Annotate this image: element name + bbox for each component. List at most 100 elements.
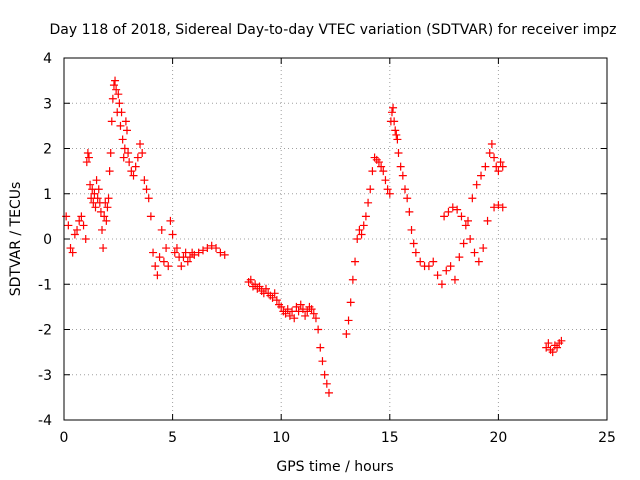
data-point (490, 153, 499, 162)
data-point (146, 212, 155, 221)
data-point (401, 185, 410, 194)
data-point (155, 253, 164, 262)
data-point (127, 167, 136, 176)
data-point (185, 253, 194, 262)
data-point (144, 194, 153, 203)
data-point (261, 284, 270, 293)
data-point (207, 241, 216, 250)
data-point (498, 162, 507, 171)
data-point (442, 266, 451, 275)
data-point (272, 296, 281, 305)
data-point (120, 144, 129, 153)
data-point (268, 293, 277, 302)
data-point (66, 244, 75, 253)
data-point (314, 325, 323, 334)
data-point (377, 162, 386, 171)
data-point (396, 162, 405, 171)
data-point (75, 216, 84, 225)
data-point (379, 167, 388, 176)
y-tick-label: 0 (43, 232, 52, 248)
data-point (368, 167, 377, 176)
data-point (448, 203, 457, 212)
data-point (361, 212, 370, 221)
data-point (131, 162, 140, 171)
data-point (183, 257, 192, 266)
data-point (481, 162, 490, 171)
data-point (142, 185, 151, 194)
data-point (463, 216, 472, 225)
data-point (285, 311, 294, 320)
data-point (86, 180, 95, 189)
data-point (459, 239, 468, 248)
data-point (440, 212, 449, 221)
data-point (115, 99, 124, 108)
data-point (494, 167, 503, 176)
data-point (138, 149, 147, 158)
data-point (157, 225, 166, 234)
grid-lines (64, 58, 607, 420)
data-point (177, 262, 186, 271)
data-point (153, 271, 162, 280)
data-point (487, 139, 496, 148)
data-point (94, 185, 103, 194)
data-point (366, 185, 375, 194)
data-point (342, 330, 351, 339)
data-point (100, 212, 109, 221)
data-point (122, 126, 131, 135)
data-point (496, 158, 505, 167)
data-point (107, 117, 116, 126)
data-point (96, 207, 105, 216)
data-point (457, 212, 466, 221)
data-point (357, 230, 366, 239)
data-point (112, 85, 121, 94)
data-point (281, 309, 290, 318)
data-point (477, 171, 486, 180)
data-point (553, 343, 562, 352)
data-point (416, 257, 425, 266)
data-point (303, 307, 312, 316)
data-point (82, 158, 91, 167)
chart-title: Day 118 of 2018, Sidereal Day-to-day VTE… (50, 22, 617, 38)
data-point (455, 253, 464, 262)
x-tick-labels: 0 5 10 15 20 25 (60, 430, 616, 446)
data-point (116, 121, 125, 130)
x-tick-label: 5 (168, 430, 177, 446)
data-point (170, 248, 179, 257)
data-point (102, 216, 111, 225)
plot-frame (63, 57, 608, 421)
data-point (494, 201, 503, 210)
data-point (411, 248, 420, 257)
data-point (81, 235, 90, 243)
data-point (472, 180, 481, 189)
data-point (393, 135, 402, 144)
data-point (324, 388, 333, 397)
x-tick-label: 25 (598, 430, 616, 446)
x-tick-label: 20 (489, 430, 507, 446)
data-point (79, 221, 88, 230)
data-point (290, 314, 299, 323)
data-point (104, 194, 113, 203)
data-point (194, 248, 203, 257)
data-point (316, 343, 325, 352)
data-point (77, 212, 86, 221)
y-tick-label: -3 (38, 368, 52, 384)
data-point (270, 289, 279, 298)
data-point (348, 275, 357, 284)
data-point (450, 275, 459, 284)
data-point (136, 139, 145, 148)
data-point (444, 207, 453, 216)
data-point (168, 230, 177, 239)
data-point (498, 203, 507, 212)
data-point (394, 149, 403, 158)
data-point (220, 250, 229, 259)
data-point (283, 305, 292, 314)
data-point (114, 90, 123, 99)
data-point (121, 117, 130, 126)
data-point (474, 257, 483, 266)
data-point (301, 311, 310, 320)
data-point (453, 205, 462, 214)
data-point (91, 203, 100, 212)
data-point (320, 370, 329, 379)
data-point (140, 176, 149, 185)
data-point (429, 257, 438, 266)
